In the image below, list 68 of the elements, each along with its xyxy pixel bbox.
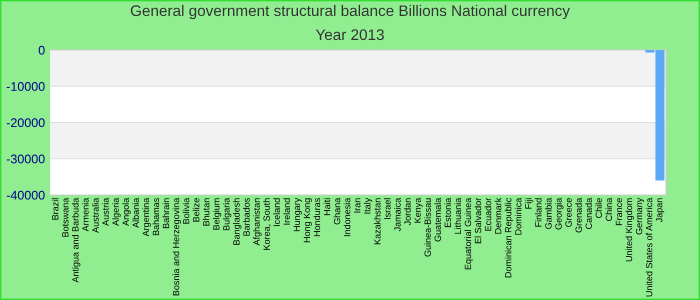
y-tick-label: -30000 bbox=[6, 154, 45, 164]
y-tick-label: -20000 bbox=[6, 118, 45, 128]
x-tick-label: Bolivia bbox=[182, 198, 190, 224]
x-tick-label: Barbados bbox=[243, 198, 250, 236]
x-tick-label: Albania bbox=[132, 198, 139, 228]
x-tick-label: Indonesia bbox=[344, 198, 350, 236]
x-tick-label: Hungary bbox=[294, 198, 302, 232]
x-tick-label: France bbox=[616, 198, 622, 226]
x-tick-label: Bulgaria bbox=[222, 198, 232, 230]
x-tick-label: Algeria bbox=[112, 198, 121, 226]
x-tick-label: Gambia bbox=[545, 198, 552, 229]
y-tick-label: -10000 bbox=[6, 82, 45, 91]
x-tick-label: Belgium bbox=[212, 198, 222, 230]
x-tick-label: Iran bbox=[354, 198, 360, 212]
x-tick-label: Georgia bbox=[555, 198, 564, 230]
x-tick-label: Denmark bbox=[494, 198, 502, 234]
chart-title: General government structural balance Billions National currency bbox=[130, 4, 570, 20]
x-tick-label: Afghanistan bbox=[253, 198, 262, 246]
x-tick-label: United Kingdom bbox=[626, 198, 634, 262]
x-tick-label: Greece bbox=[565, 198, 572, 227]
x-tick-label: Bhutan bbox=[202, 198, 210, 226]
x-tick-label: Finland bbox=[534, 198, 542, 227]
x-tick-label: Estonia bbox=[444, 198, 452, 228]
x-tick-label: Italy bbox=[364, 198, 372, 214]
x-tick-label: Chile bbox=[595, 198, 602, 218]
x-tick-label: Dominican Republic bbox=[504, 198, 514, 278]
x-tick-label: Kenya bbox=[414, 198, 423, 223]
x-tick-label: Jordan bbox=[404, 198, 411, 226]
x-tick-label: United States of America bbox=[646, 198, 652, 296]
chart-subtitle: Year 2013 bbox=[316, 29, 384, 40]
x-tick-label: China bbox=[605, 198, 612, 221]
x-tick-label: Austria bbox=[102, 198, 109, 226]
y-tick-label: -40000 bbox=[6, 190, 45, 200]
x-tick-label: Bosnia and Herzegovina bbox=[172, 198, 182, 296]
x-tick-label: Bahamas bbox=[152, 198, 160, 236]
x-tick-label: Jamaica bbox=[394, 198, 401, 232]
x-tick-label: Ghana bbox=[334, 198, 340, 224]
x-tick-label: Argentina bbox=[142, 198, 151, 236]
x-tick-label: Angola bbox=[122, 198, 131, 226]
x-tick-label: Dominica bbox=[514, 198, 522, 235]
x-tick-label: Lithuania bbox=[454, 198, 462, 234]
x-tick-label: El Salvador bbox=[474, 198, 482, 244]
x-tick-label: Canada bbox=[585, 198, 592, 229]
x-tick-label: Antigua and Barbuda bbox=[72, 198, 80, 283]
x-tick-label: Australia bbox=[92, 198, 99, 233]
x-tick-label: Iceland bbox=[273, 198, 280, 226]
x-tick-label: Fiji bbox=[524, 198, 534, 209]
x-tick-label: Honduras bbox=[314, 198, 320, 236]
x-tick-label: Germany bbox=[636, 198, 644, 234]
x-tick-label: Bahrain bbox=[162, 198, 170, 228]
x-tick-label: Belize bbox=[192, 198, 200, 222]
x-tick-label: Armenia bbox=[82, 198, 89, 232]
x-tick-label: Brazil bbox=[52, 198, 58, 220]
x-tick-label: Guatemala bbox=[434, 198, 441, 242]
y-tick-label: 0 bbox=[38, 46, 45, 55]
x-tick-label: Kazakhstan bbox=[374, 198, 381, 244]
x-tick-label: Japan bbox=[656, 198, 664, 222]
x-tick-label: Ecuador bbox=[484, 198, 492, 231]
x-tick-label: Hong Kong bbox=[304, 198, 312, 242]
x-tick-label: Haiti bbox=[324, 198, 330, 216]
x-tick-label: Grenada bbox=[575, 198, 582, 232]
x-tick-label: Bangladesh bbox=[233, 198, 242, 245]
x-tick-label: Korea, South bbox=[263, 198, 271, 250]
x-tick-label: Equatorial Guinea bbox=[464, 198, 473, 270]
x-tick-label: Israel bbox=[384, 198, 391, 220]
x-tick-label: Ireland bbox=[283, 198, 290, 225]
x-tick-label: Guinea-Bissau bbox=[424, 198, 431, 257]
x-tick-label: Botswana bbox=[62, 198, 69, 237]
